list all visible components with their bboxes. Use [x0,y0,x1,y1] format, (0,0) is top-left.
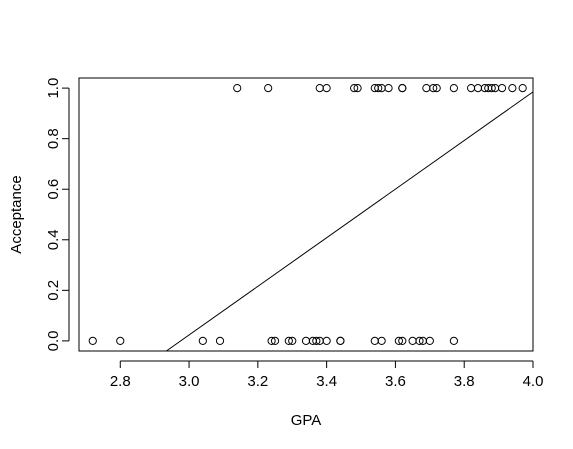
y-tick-label: 0.4 [45,229,62,250]
y-axis-label: Acceptance [8,175,25,253]
data-point [467,85,474,92]
x-tick-label: 3.4 [316,373,337,390]
x-axis-label: GPA [291,412,322,429]
data-point [450,337,457,344]
data-point [474,85,481,92]
y-tick-label: 0.2 [45,280,62,301]
plot-box [79,78,533,351]
y-axis: 0.0 0.2 0.4 0.6 0.8 1.0 [45,78,69,352]
data-point [316,85,323,92]
data-point [337,337,344,344]
data-point [426,337,433,344]
y-tick-label: 0.6 [45,179,62,200]
data-point [302,337,309,344]
data-point [423,85,430,92]
fit-line [166,92,533,351]
x-tick-label: 3.8 [454,373,475,390]
data-point [89,337,96,344]
data-points [89,85,526,345]
data-point [378,337,385,344]
data-point [216,337,223,344]
data-point [509,85,516,92]
x-tick-label: 3.2 [247,373,268,390]
data-point [399,85,406,92]
x-tick-label: 3.6 [385,373,406,390]
data-point [323,85,330,92]
data-point [385,85,392,92]
data-point [234,85,241,92]
data-point [519,85,526,92]
data-point [409,337,416,344]
data-point [450,85,457,92]
data-point [117,337,124,344]
x-axis: 2.8 3.0 3.2 3.4 3.6 3.8 4.0 [110,361,544,390]
x-tick-label: 2.8 [110,373,131,390]
y-tick-label: 0.0 [45,330,62,351]
data-point [371,337,378,344]
data-point [323,337,330,344]
data-point [265,85,272,92]
x-tick-label: 4.0 [523,373,544,390]
x-tick-label: 3.0 [179,373,200,390]
data-point [199,337,206,344]
y-tick-label: 0.8 [45,128,62,149]
y-tick-label: 1.0 [45,78,62,99]
data-point [498,85,505,92]
